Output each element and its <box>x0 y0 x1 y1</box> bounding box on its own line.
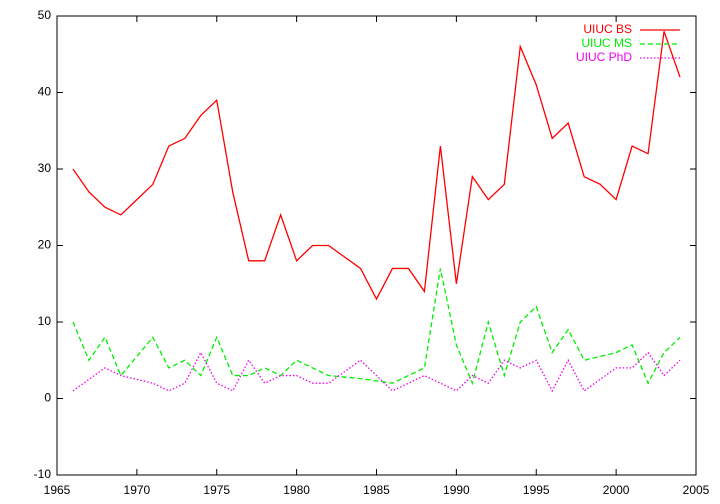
x-tick-label: 1985 <box>363 483 390 497</box>
y-tick-label: 40 <box>38 85 52 99</box>
legend-label: UIUC PhD <box>576 50 632 64</box>
x-tick-label: 2005 <box>683 483 710 497</box>
x-tick-label: 1965 <box>44 483 71 497</box>
series-line <box>72 268 681 386</box>
legend-label: UIUC MS <box>581 36 632 50</box>
y-tick-label: 20 <box>38 238 52 252</box>
legend-label: UIUC BS <box>583 22 632 36</box>
plot-frame <box>56 15 697 476</box>
x-tick-label: 2000 <box>603 483 630 497</box>
x-tick-label: 1970 <box>124 483 151 497</box>
x-tick-label: 1990 <box>443 483 470 497</box>
x-tick-label: 1995 <box>523 483 550 497</box>
x-tick-label: 1975 <box>203 483 230 497</box>
series-line <box>72 31 681 301</box>
y-tick-label: 30 <box>38 161 52 175</box>
y-tick-label: -10 <box>34 467 52 481</box>
y-tick-label: 0 <box>44 391 51 405</box>
series-line <box>72 351 681 393</box>
x-tick-label: 1980 <box>283 483 310 497</box>
y-tick-label: 10 <box>38 314 52 328</box>
y-tick-label: 50 <box>38 8 52 22</box>
